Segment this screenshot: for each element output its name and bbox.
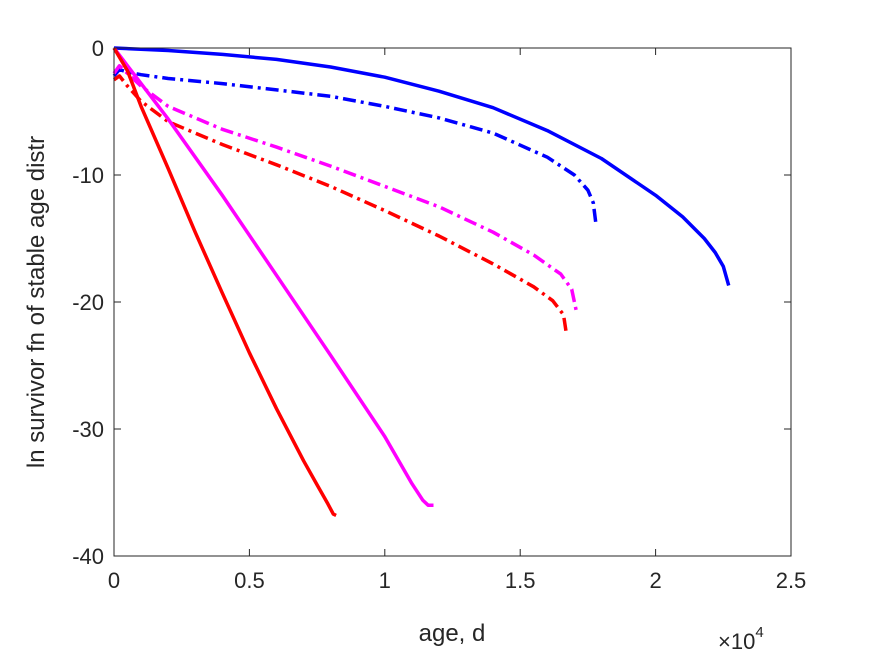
x-exponent-base: ×10 [718, 629, 755, 654]
x-tick-label: 2.5 [776, 568, 807, 593]
series-line-5 [112, 46, 434, 507]
series-line-6 [112, 47, 337, 517]
y-tick-label: -20 [72, 290, 104, 315]
x-tick-label: 2 [649, 568, 661, 593]
x-tick-label: 1 [379, 568, 391, 593]
y-tick-label: 0 [92, 36, 104, 61]
x-exponent-power: 4 [755, 624, 763, 641]
y-tick-label: -30 [72, 417, 104, 442]
plot-area [114, 48, 791, 556]
y-tick-label: -40 [72, 544, 104, 569]
x-tick-label: 0.5 [234, 568, 265, 593]
series-layer [112, 46, 731, 517]
x-axis-label: age, d [419, 620, 486, 647]
y-tick-label: -10 [72, 163, 104, 188]
y-axis-label: ln survivor fn of stable age distr [23, 136, 50, 468]
x-exponent-label: ×104 [718, 624, 764, 654]
x-tick-label: 1.5 [505, 568, 536, 593]
series-line-1 [113, 46, 731, 286]
series-line-3 [112, 64, 579, 316]
series-line-4 [112, 74, 568, 333]
x-tick-label: 0 [108, 568, 120, 593]
axes-layer: 0 0.5 1 1.5 2 2.5 0 -10 -20 -30 -40 [72, 36, 806, 593]
